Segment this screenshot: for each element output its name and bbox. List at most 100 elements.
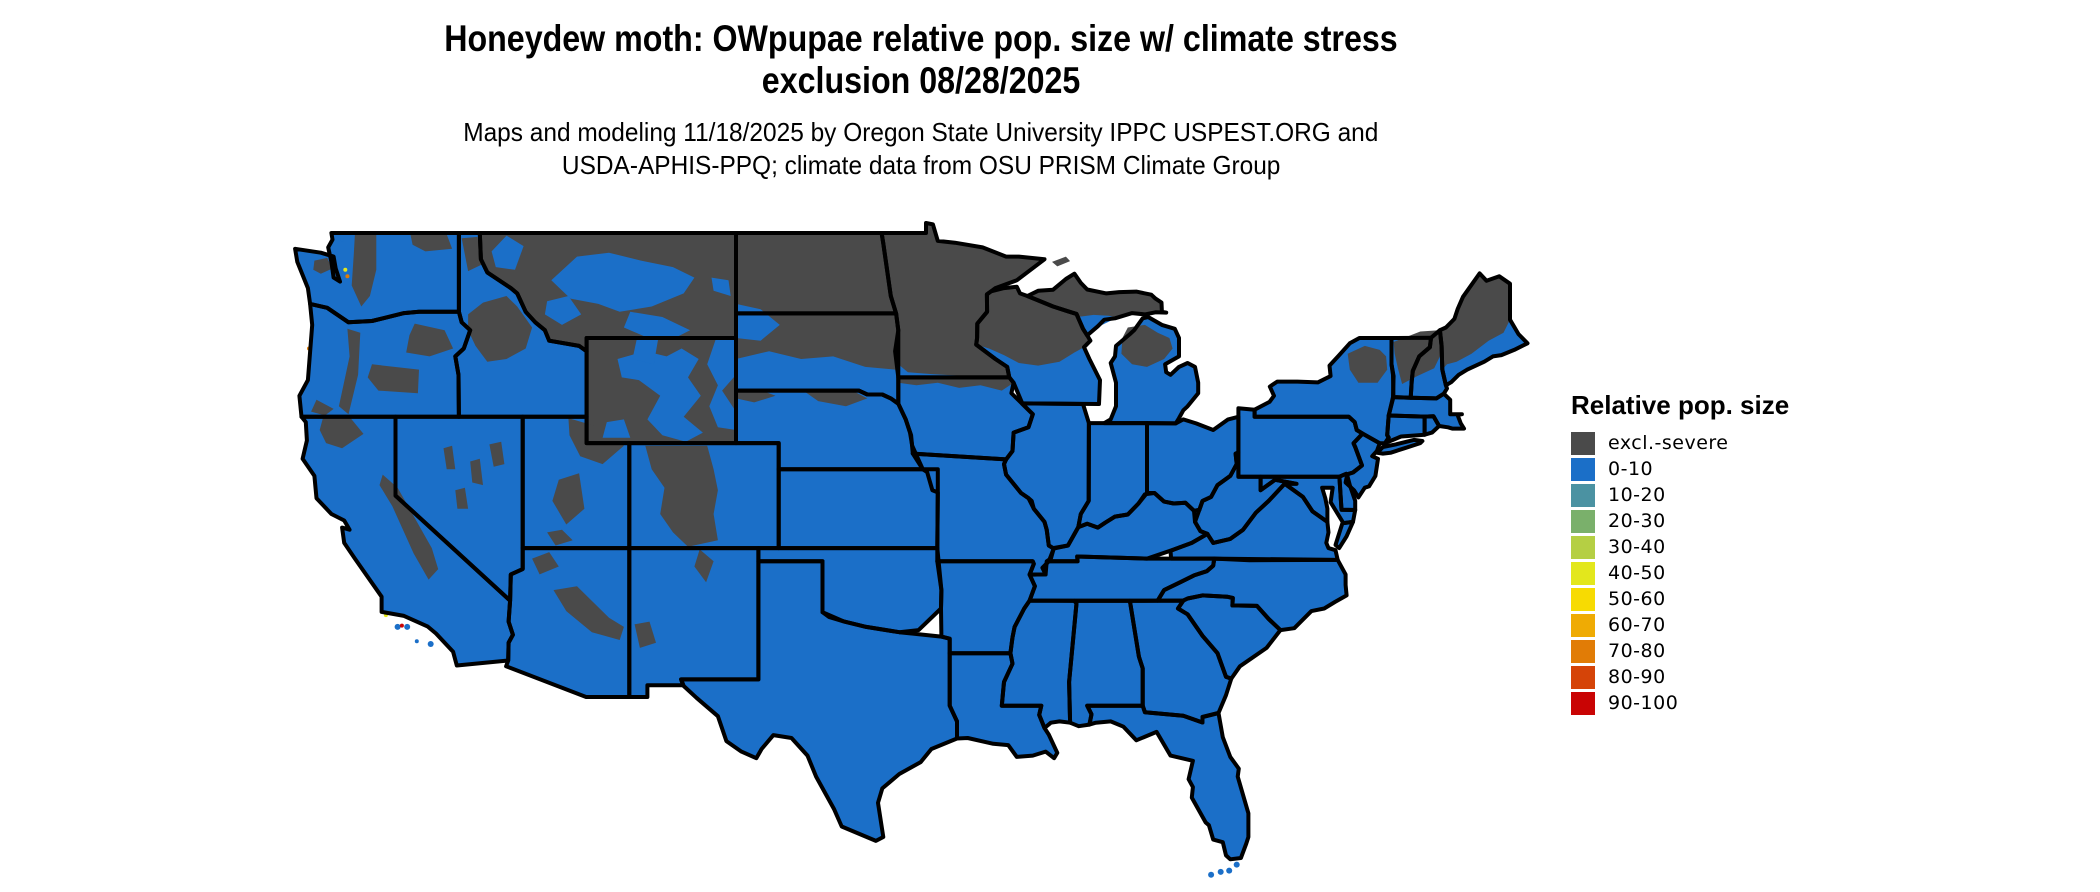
legend-item-label: 50-60 <box>1608 588 1666 610</box>
state-shape <box>301 416 513 666</box>
terrain-patch <box>1121 324 1173 367</box>
terrain-patch <box>379 474 439 580</box>
state-shape <box>295 233 459 323</box>
terrain-patch <box>551 252 695 312</box>
state-shape <box>1157 558 1347 631</box>
state-border <box>1025 271 1169 338</box>
legend-item-label: 90-100 <box>1608 692 1679 714</box>
state-border <box>1176 593 1283 681</box>
terrain-patch <box>351 234 377 307</box>
figure-subtitle-line2: USDA-APHIS-PPQ; climate data from OSU PR… <box>561 150 1281 180</box>
legend-item: 50-60 <box>1571 586 1789 612</box>
terrain-patch <box>547 529 573 546</box>
figure-header: Honeydew moth: OWpupae relative pop. siz… <box>0 18 1842 182</box>
legend-item: 70-80 <box>1571 638 1789 664</box>
terrain-patch <box>491 235 524 270</box>
island-dot <box>414 639 419 644</box>
legend-item-label: 0-10 <box>1608 458 1654 480</box>
terrain-patch <box>461 236 482 272</box>
state-border <box>1437 271 1530 388</box>
terrain-patch <box>976 344 1100 404</box>
island-dot <box>345 274 350 279</box>
legend-swatch <box>1571 535 1595 559</box>
state-shape <box>1170 483 1338 561</box>
state-shape <box>1339 473 1356 510</box>
terrain-patch <box>553 586 624 640</box>
legend-item: 0-10 <box>1571 456 1789 482</box>
legend-item: 10-20 <box>1571 482 1789 508</box>
island-dot <box>394 623 401 630</box>
state-shape <box>1048 493 1208 562</box>
legend-item-label: 80-90 <box>1608 666 1666 688</box>
terrain-patch <box>707 339 736 430</box>
legend-swatch <box>1571 639 1595 663</box>
figure-subtitle-line1: Maps and modeling 11/18/2025 by Oregon S… <box>463 117 1379 147</box>
state-border <box>1085 703 1251 862</box>
state-shape <box>1385 415 1425 444</box>
terrain-patch <box>468 296 533 362</box>
island-dot <box>404 623 411 630</box>
state-border <box>1333 519 1355 551</box>
state-border <box>679 559 959 843</box>
island-dot <box>1226 867 1233 874</box>
legend-item: excl.-severe <box>1571 430 1789 456</box>
island-dot <box>340 237 345 242</box>
legend-item: 30-40 <box>1571 534 1789 560</box>
state-shape <box>629 548 759 697</box>
figure-title-line2: exclusion 08/28/2025 <box>761 60 1081 101</box>
island-dot <box>399 623 404 628</box>
state-shape <box>1087 705 1249 860</box>
state-shape <box>1238 408 1363 477</box>
state-shape <box>506 548 630 697</box>
island-dot <box>1208 871 1215 878</box>
terrain-patch <box>338 328 361 415</box>
legend-item: 80-90 <box>1571 664 1789 690</box>
state-shape <box>1069 600 1143 727</box>
legend-swatch <box>1571 431 1595 455</box>
terrain-patch <box>1442 319 1528 386</box>
state-shape <box>898 377 1033 460</box>
state-shape <box>1029 556 1215 601</box>
state-shape <box>1078 423 1147 528</box>
terrain-patch <box>1347 345 1388 383</box>
legend-swatch <box>1571 509 1595 533</box>
legend-item-label: 70-80 <box>1608 640 1666 662</box>
state-shape <box>736 233 897 314</box>
island-dot <box>1217 868 1224 875</box>
state-shape <box>881 223 1045 378</box>
state-border <box>1102 315 1201 426</box>
state-shape <box>1260 476 1356 524</box>
state-shape <box>1004 403 1089 549</box>
terrain-patch <box>1052 256 1071 267</box>
terrain-patch <box>645 445 718 547</box>
figure-subtitle: Maps and modeling 11/18/2025 by Oregon S… <box>0 116 1842 182</box>
legend-item: 60-70 <box>1571 612 1789 638</box>
legend-item-label: 10-20 <box>1608 484 1666 506</box>
state-shape <box>736 390 923 470</box>
legend-item: 40-50 <box>1571 560 1789 586</box>
legend-swatch <box>1571 613 1595 637</box>
state-shape <box>758 548 942 633</box>
state-shape <box>299 303 471 417</box>
terrain-patch <box>694 549 714 583</box>
state-border <box>1343 431 1382 500</box>
terrain-patch <box>455 487 469 509</box>
legend-item: 90-100 <box>1571 690 1789 716</box>
legend-swatch <box>1571 587 1595 611</box>
terrain-patch <box>406 323 454 357</box>
figure-title-line1: Honeydew moth: OWpupae relative pop. siz… <box>444 18 1398 59</box>
terrain-patch <box>311 399 334 416</box>
state-shape <box>778 469 938 549</box>
state-shape <box>937 561 1035 654</box>
legend-item-label: 40-50 <box>1608 562 1666 584</box>
terrain-patch <box>623 311 691 337</box>
state-border <box>1375 437 1425 456</box>
legend-item-label: 60-70 <box>1608 614 1666 636</box>
terrain-patch <box>313 257 333 274</box>
state-shape <box>1027 273 1167 336</box>
terrain-patch <box>410 234 453 252</box>
terrain-patch <box>617 348 703 442</box>
state-shape <box>1129 600 1232 723</box>
